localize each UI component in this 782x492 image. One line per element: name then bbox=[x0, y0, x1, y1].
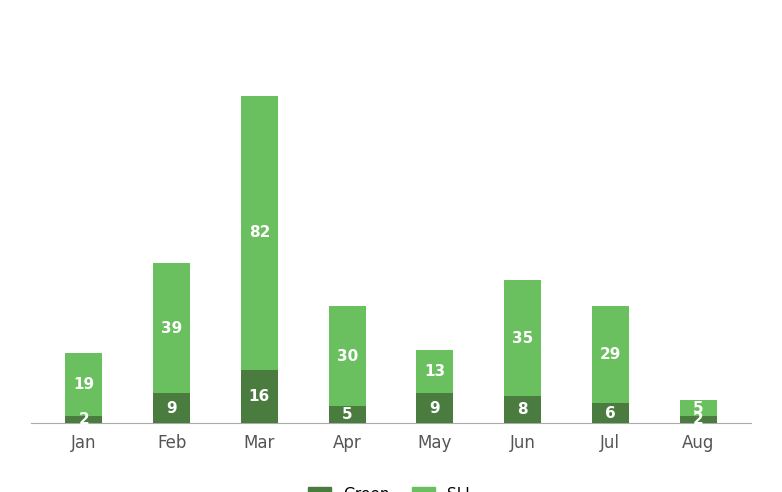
Bar bbox=[66, 353, 102, 416]
Bar bbox=[328, 406, 365, 423]
Bar bbox=[680, 416, 716, 423]
Bar bbox=[417, 393, 454, 423]
Bar bbox=[241, 369, 278, 423]
Text: 35: 35 bbox=[512, 331, 533, 345]
Text: 9: 9 bbox=[429, 400, 440, 416]
Text: 29: 29 bbox=[600, 347, 621, 362]
Text: 19: 19 bbox=[74, 377, 95, 392]
Text: 82: 82 bbox=[249, 225, 270, 241]
Bar bbox=[328, 307, 365, 406]
Legend: Green, SLL: Green, SLL bbox=[302, 481, 480, 492]
Bar bbox=[241, 96, 278, 369]
Text: 39: 39 bbox=[161, 320, 182, 336]
Text: 9: 9 bbox=[167, 400, 177, 416]
Bar bbox=[504, 279, 541, 397]
Bar bbox=[592, 307, 629, 403]
Bar bbox=[153, 393, 190, 423]
Text: 16: 16 bbox=[249, 389, 270, 404]
Text: 5: 5 bbox=[693, 400, 703, 416]
Bar bbox=[417, 350, 454, 393]
Bar bbox=[680, 400, 716, 416]
Text: 5: 5 bbox=[342, 407, 353, 422]
Text: 8: 8 bbox=[517, 402, 528, 417]
Text: 2: 2 bbox=[78, 412, 89, 427]
Bar bbox=[153, 263, 190, 393]
Text: 6: 6 bbox=[605, 405, 615, 421]
Text: 30: 30 bbox=[336, 349, 357, 364]
Text: 13: 13 bbox=[425, 364, 446, 379]
Text: 2: 2 bbox=[693, 412, 704, 427]
Bar bbox=[592, 403, 629, 423]
Bar bbox=[504, 397, 541, 423]
Bar bbox=[66, 416, 102, 423]
